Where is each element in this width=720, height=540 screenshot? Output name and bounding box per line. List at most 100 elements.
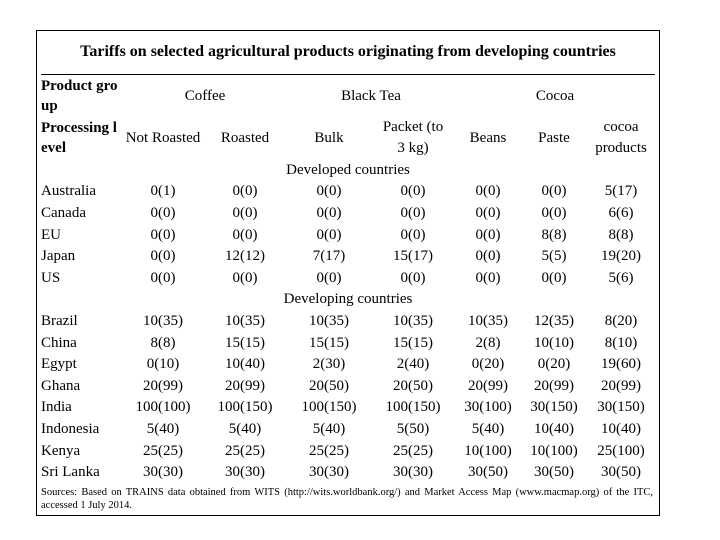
country-cell: China xyxy=(41,334,77,351)
tariff-cell: 5(5) xyxy=(541,248,567,265)
tariff-cell: 100(100) xyxy=(135,399,191,416)
tariff-cell: 20(99) xyxy=(601,377,642,394)
table-row: China 8(8) 15(15) 15(15) 15(15) 2(8) 10(10) 8(1… xyxy=(41,332,655,354)
tariff-cell: 8(8) xyxy=(541,226,567,243)
group-header-cocoa: Cocoa xyxy=(535,88,575,104)
tariff-cell: 19(20) xyxy=(601,248,642,265)
tariff-cell: 8(10) xyxy=(604,334,638,351)
tariff-cell: 15(15) xyxy=(309,334,350,351)
tariff-cell: 25(25) xyxy=(309,442,350,459)
country-cell: Kenya xyxy=(41,442,81,459)
tariff-cell: 0(0) xyxy=(475,248,501,265)
table-row: Indonesia 5(40) 5(40) 5(40) 5(50) 5(40) 10(40)… xyxy=(41,418,655,440)
tariff-cell: 10(35) xyxy=(393,312,434,329)
level-header-beans: Beans xyxy=(469,129,507,146)
tariff-cell: 20(50) xyxy=(393,377,434,394)
tariff-cell: 0(1) xyxy=(150,183,176,200)
tariff-cell: 25(100) xyxy=(597,442,645,459)
level-header-packet: Packet (to 3 kg) xyxy=(382,119,444,156)
country-cell: Japan xyxy=(41,248,76,265)
table-row: Sri Lanka 30(30) 30(30) 30(30) 30(30) 30(50) 3… xyxy=(41,461,655,483)
tariff-cell: 0(0) xyxy=(400,269,426,286)
tariff-cell: 0(0) xyxy=(316,269,342,286)
group-header-black-tea: Black Tea xyxy=(341,88,401,104)
section-header: Developing countries xyxy=(283,291,413,308)
tariff-cell: 0(20) xyxy=(471,356,505,373)
tariff-cell: 5(40) xyxy=(228,420,262,437)
tariff-cell: 5(17) xyxy=(604,183,638,200)
tariff-cell: 0(20) xyxy=(537,356,571,373)
tariff-cell: 12(35) xyxy=(534,312,575,329)
group-header-coffee: Coffee xyxy=(184,88,226,104)
tariff-cell: 5(40) xyxy=(312,420,346,437)
tariff-cell: 15(15) xyxy=(225,334,265,351)
table-row: EU 0(0) 0(0) 0(0) 0(0) 0(0) 8(8) 8(8) xyxy=(41,224,655,246)
tariff-cell: 0(0) xyxy=(232,183,258,200)
table-row: Kenya 25(25) 25(25) 25(25) 25(25) 10(100) 10(1… xyxy=(41,440,655,462)
tariff-cell: 2(8) xyxy=(475,334,501,351)
tariff-cell: 0(0) xyxy=(150,248,176,265)
level-header-not-roasted: Not Roasted xyxy=(125,129,201,146)
tariff-cell: 100(150) xyxy=(385,399,441,416)
table-row: India 100(100) 100(150) 100(150) 100(150) 30(… xyxy=(41,397,655,419)
tariff-cell: 0(0) xyxy=(232,269,258,286)
country-cell: Australia xyxy=(41,183,96,200)
country-cell: EU xyxy=(41,226,61,243)
table-row: Japan 0(0) 12(12) 7(17) 15(17) 0(0) 5(5) 19(20) xyxy=(41,245,655,267)
tariff-cell: 0(0) xyxy=(232,226,258,243)
tariff-cell: 0(0) xyxy=(400,204,426,221)
tariff-cell: 0(0) xyxy=(400,226,426,243)
tariff-cell: 19(60) xyxy=(601,356,642,373)
tariff-cell: 30(50) xyxy=(534,464,575,481)
tariff-cell: 0(0) xyxy=(316,226,342,243)
country-cell: Sri Lanka xyxy=(41,464,100,481)
table-row: Australia 0(1) 0(0) 0(0) 0(0) 0(0) 0(0) 5(17) xyxy=(41,181,655,203)
tariff-cell: 0(0) xyxy=(150,204,176,221)
section-row: Developing countries xyxy=(41,289,655,311)
group-header-row: Product group Coffee Black Tea Cocoa xyxy=(41,75,655,118)
tariff-cell: 0(0) xyxy=(150,226,176,243)
tariff-cell: 30(30) xyxy=(393,464,434,481)
tariff-cell: 8(8) xyxy=(150,334,176,351)
tariff-cell: 0(0) xyxy=(316,204,342,221)
tariff-cell: 25(25) xyxy=(143,442,183,459)
tariff-cell: 30(150) xyxy=(597,399,645,416)
tariff-cell: 12(12) xyxy=(225,248,265,265)
level-header-cocoa-products: cocoa products xyxy=(595,119,647,156)
tariff-cell: 30(50) xyxy=(601,464,642,481)
tariff-cell: 6(6) xyxy=(608,204,634,221)
tariff-cell: 10(40) xyxy=(601,420,642,437)
tariff-cell: 0(0) xyxy=(400,183,426,200)
tariff-cell: 100(150) xyxy=(301,399,357,416)
tariff-cell: 20(99) xyxy=(225,377,265,394)
tariff-cell: 0(0) xyxy=(541,204,567,221)
tariff-cell: 0(0) xyxy=(475,226,501,243)
level-header-paste: Paste xyxy=(538,129,570,146)
tariff-cell: 20(50) xyxy=(309,377,350,394)
section-header: Developed countries xyxy=(286,161,410,178)
tariff-cell: 0(0) xyxy=(316,183,342,200)
tariff-cell: 10(100) xyxy=(464,442,512,459)
tariff-cell: 10(100) xyxy=(530,442,578,459)
processing-level-label: Processing level xyxy=(41,120,117,156)
tariff-cell: 10(35) xyxy=(468,312,509,329)
tariff-cell: 0(0) xyxy=(475,269,501,286)
tariff-cell: 8(8) xyxy=(608,226,634,243)
tariff-cell: 30(30) xyxy=(309,464,350,481)
table-row: Canada 0(0) 0(0) 0(0) 0(0) 0(0) 0(0) 6(6) xyxy=(41,202,655,224)
section-row: Developed countries xyxy=(41,159,655,181)
product-group-label: Product group xyxy=(41,78,118,114)
tariff-cell: 30(50) xyxy=(468,464,509,481)
table-frame: Tariffs on selected agricultural product… xyxy=(36,30,660,516)
tariff-cell: 10(10) xyxy=(534,334,575,351)
tariff-cell: 10(40) xyxy=(225,356,265,373)
tariff-table-container: Product group Coffee Black Tea Cocoa Pro… xyxy=(41,74,656,483)
table-body: Product group Coffee Black Tea Cocoa Pro… xyxy=(41,75,655,483)
table-title: Tariffs on selected agricultural product… xyxy=(80,43,616,60)
tariff-cell: 0(0) xyxy=(541,183,567,200)
tariff-cell: 10(35) xyxy=(143,312,183,329)
country-cell: US xyxy=(41,269,61,286)
tariff-cell: 30(30) xyxy=(143,464,183,481)
tariff-cell: 8(20) xyxy=(604,312,638,329)
table-row: Ghana 20(99) 20(99) 20(50) 20(50) 20(99) 20(99… xyxy=(41,375,655,397)
